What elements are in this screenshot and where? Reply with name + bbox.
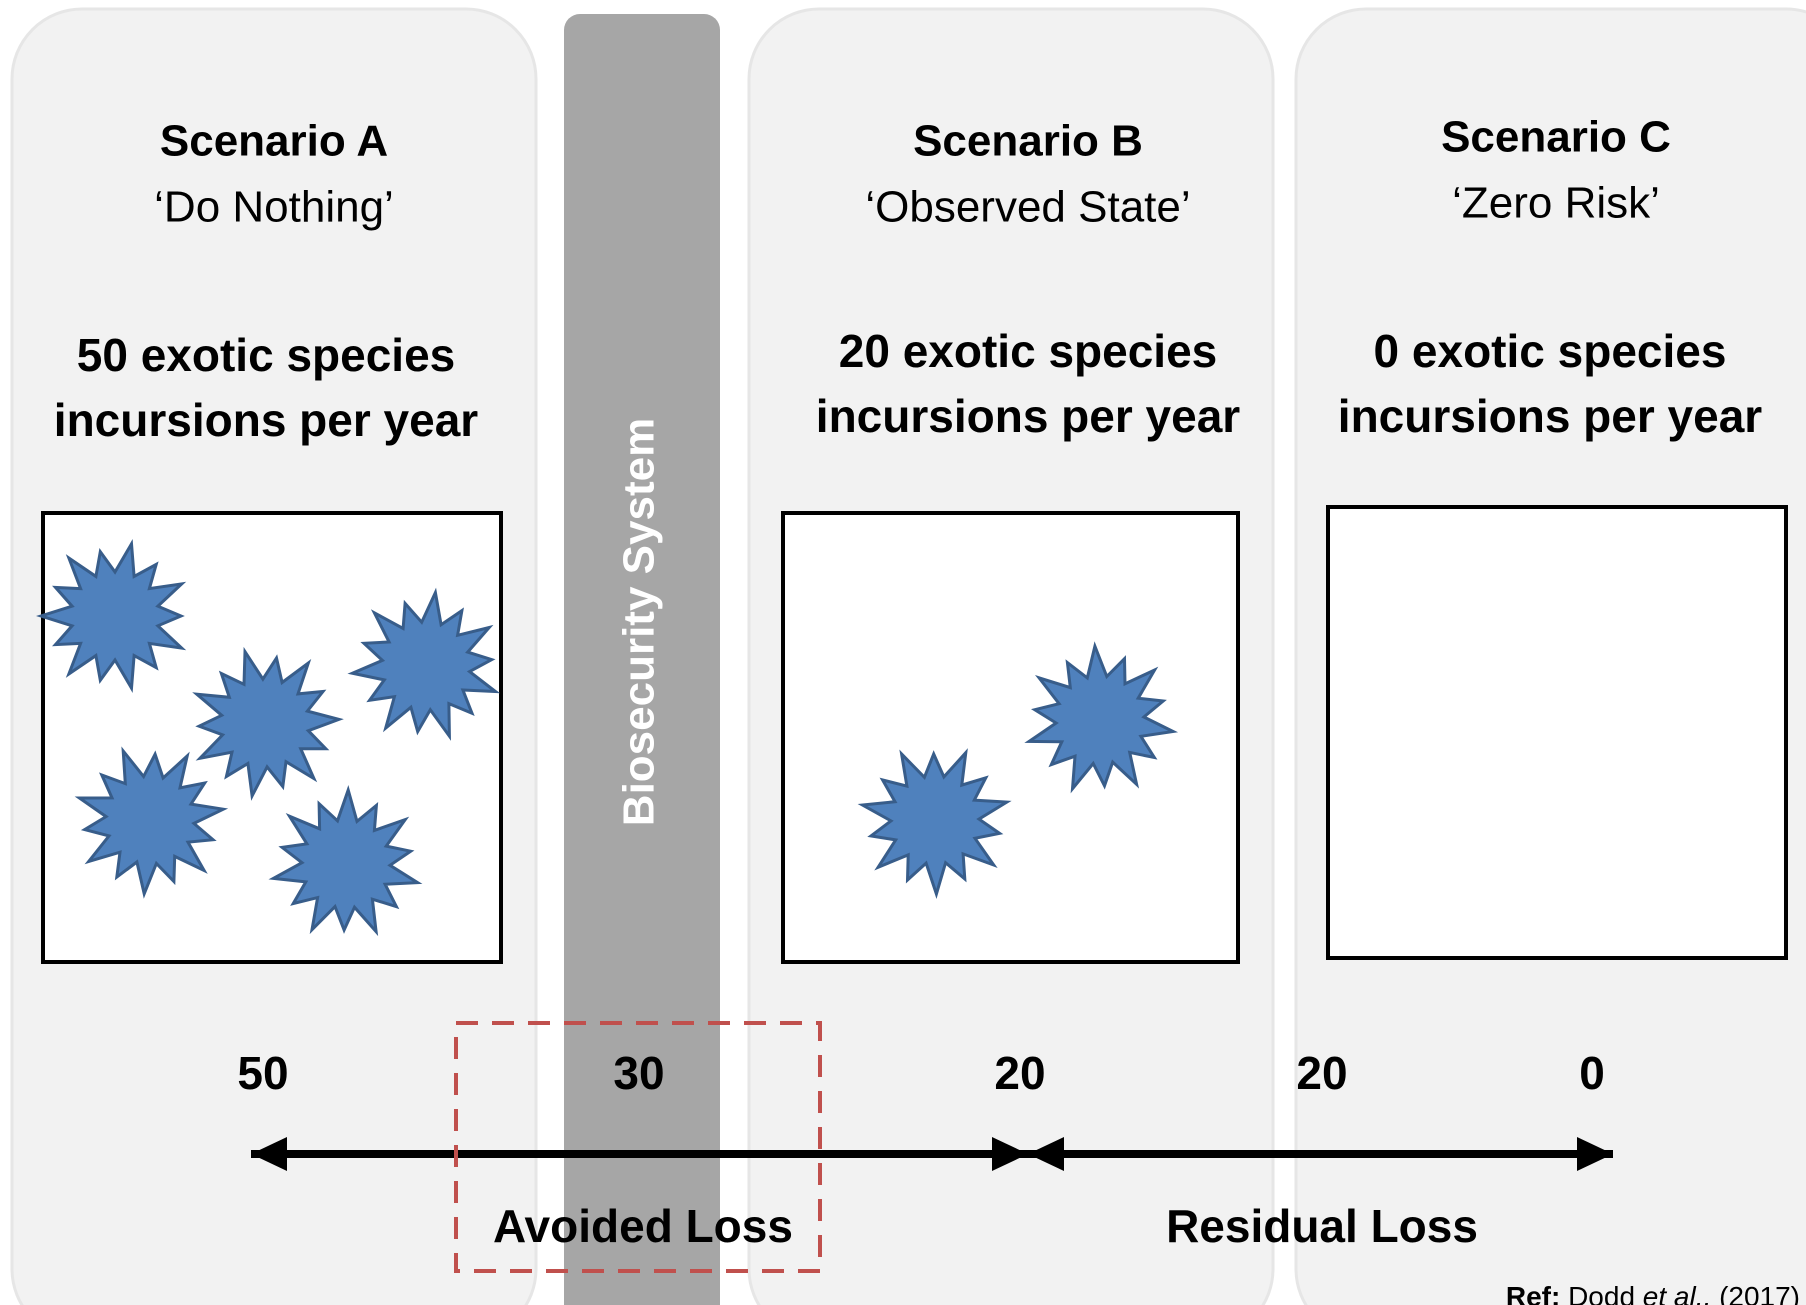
scale-number: 20 [994,1047,1045,1099]
arrow-head [1028,1137,1064,1171]
scenario-description: incursions per year [816,390,1240,442]
scenario-title: Scenario C [1441,113,1671,162]
stars [36,539,1179,937]
ref-label: Ref: [1506,1281,1560,1305]
scenario-description: 20 exotic species [839,325,1217,377]
scenario-box [781,511,1240,964]
species-star [268,784,423,937]
species-star [857,748,1012,900]
band-label: Biosecurity System [615,418,664,826]
species-star [74,746,229,899]
arrow-head [992,1137,1028,1171]
avoided-loss-box [454,1021,822,1273]
arrow-head [251,1137,287,1171]
scenario-subtitle: ‘Zero Risk’ [1452,179,1660,228]
species-star [347,587,501,741]
scale-number: 20 [1296,1047,1347,1099]
ref-etal: et al., [1643,1281,1711,1305]
species-star [1024,641,1179,794]
scenario-title: Scenario B [913,117,1143,166]
ref-author: Dodd [1568,1281,1635,1305]
scale-number: 30 [613,1047,664,1099]
arrow-head [1577,1137,1613,1171]
scale-number: 50 [237,1047,288,1099]
reference: Ref: Dodd et al., (2017) [1506,1281,1800,1305]
scenario-description: incursions per year [54,394,478,446]
scenario-description: 0 exotic species [1374,325,1727,377]
residual-loss-label: Residual Loss [1166,1200,1478,1252]
ref-year: (2017) [1719,1281,1800,1305]
scenario-subtitle: ‘Observed State’ [865,183,1190,232]
scenario-c: Scenario C ‘Zero Risk’ 0 exotic species … [1326,113,1788,960]
scenario-title: Scenario A [160,117,388,166]
avoided-loss-label: Avoided Loss [493,1200,793,1252]
species-star [192,646,344,801]
biosecurity-band [564,14,720,1305]
scenario-subtitle: ‘Do Nothing’ [154,183,394,232]
scenario-b: Scenario B ‘Observed State’ 20 exotic sp… [781,117,1240,964]
scenario-description: 50 exotic species [77,329,455,381]
scenario-description: incursions per year [1338,390,1762,442]
scenario-box [1326,505,1788,960]
scale-number: 0 [1579,1047,1605,1099]
species-star [36,539,187,693]
